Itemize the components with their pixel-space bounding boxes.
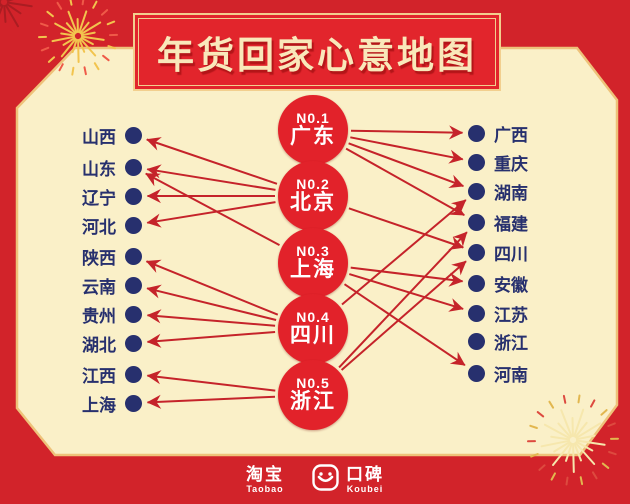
koubei-smiley-icon (312, 463, 339, 496)
province-dot (125, 158, 142, 176)
title-banner: 年货回家心意地图 (133, 13, 501, 91)
footer-bar: 淘宝 Taobao 口碑 Koubei (0, 455, 630, 504)
province-label: 河南 (494, 365, 528, 385)
province-dot (468, 213, 485, 231)
province-row-jiangxi: 江西 (30, 362, 142, 386)
province-label: 贵州 (82, 306, 116, 326)
province-label: 安徽 (494, 275, 528, 295)
province-label: 山西 (82, 127, 116, 147)
province-row-guizhou: 贵州 (30, 302, 142, 326)
province-dot (125, 365, 142, 383)
rank-hub-zhejiang: N0.5 浙江 (278, 360, 348, 430)
province-label: 湖北 (82, 335, 116, 355)
taobao-wordmark-en: Taobao (246, 483, 284, 494)
koubei-wordmark-en: Koubei (346, 483, 384, 494)
province-row-jiangsu: 江苏 (468, 301, 618, 325)
province-row-zhejiang: 浙江 (468, 329, 618, 353)
province-dot (468, 153, 485, 171)
koubei-wordmark: 口碑 (346, 464, 384, 484)
hub-rank: N0.2 (296, 176, 330, 193)
province-label: 江西 (82, 366, 116, 386)
province-dot (125, 394, 142, 412)
koubei-wordmark-block: 口碑 Koubei (346, 466, 384, 494)
province-dot (125, 126, 142, 144)
rank-hub-beijing: N0.2 北京 (278, 161, 348, 231)
province-row-fujian: 福建 (468, 210, 618, 234)
province-label: 河北 (82, 217, 116, 237)
province-label: 陕西 (82, 248, 116, 268)
province-row-hunan: 湖南 (468, 179, 618, 203)
province-label: 上海 (82, 395, 116, 415)
taobao-wordmark: 淘宝 (246, 464, 284, 484)
province-row-yunnan: 云南 (30, 273, 142, 297)
province-dot (468, 124, 485, 142)
province-label: 浙江 (494, 333, 528, 353)
province-row-liaoning: 辽宁 (30, 184, 142, 208)
province-row-shaanxi: 陕西 (30, 244, 142, 268)
province-dot (468, 364, 485, 382)
province-label: 山东 (82, 159, 116, 179)
province-row-hubei: 湖北 (30, 331, 142, 355)
province-label: 四川 (494, 244, 528, 264)
hub-rank: N0.4 (296, 309, 330, 326)
province-dot (125, 187, 142, 205)
province-row-hebei: 河北 (30, 213, 142, 237)
hub-name: 浙江 (290, 390, 336, 414)
province-dot (125, 247, 142, 265)
province-row-shanxi: 山西 (30, 123, 142, 147)
hub-rank: N0.1 (296, 110, 330, 127)
hub-name: 广东 (290, 125, 336, 149)
province-label: 福建 (494, 214, 528, 234)
province-label: 江苏 (494, 305, 528, 325)
province-row-chongqing: 重庆 (468, 150, 618, 174)
hub-name: 北京 (290, 191, 336, 215)
province-row-anhui: 安徽 (468, 271, 618, 295)
province-label: 辽宁 (82, 188, 116, 208)
province-dot (125, 305, 142, 323)
koubei-logo: 口碑 Koubei (312, 463, 384, 496)
province-row-guangxi: 广西 (468, 121, 618, 145)
province-dot (125, 276, 142, 294)
province-dot (468, 182, 485, 200)
rank-hub-sichuan: N0.4 四川 (278, 294, 348, 364)
province-dot (468, 274, 485, 292)
province-dot (125, 216, 142, 234)
province-row-shanghai: 上海 (30, 391, 142, 415)
page-title: 年货回家心意地图 (157, 35, 477, 76)
rank-hub-shanghai: N0.3 上海 (278, 228, 348, 298)
hub-rank: N0.3 (296, 243, 330, 260)
rank-hub-guangdong: N0.1 广东 (278, 95, 348, 165)
province-label: 广西 (494, 125, 528, 145)
province-dot (468, 304, 485, 322)
province-label: 湖南 (494, 183, 528, 203)
hub-rank: N0.5 (296, 375, 330, 392)
hub-name: 上海 (290, 258, 336, 282)
province-dot (468, 243, 485, 261)
taobao-logo: 淘宝 Taobao (246, 466, 284, 494)
province-label: 云南 (82, 277, 116, 297)
province-dot (468, 332, 485, 350)
province-dot (125, 334, 142, 352)
province-label: 重庆 (494, 154, 528, 174)
province-row-henan: 河南 (468, 361, 618, 385)
province-row-shandong: 山东 (30, 155, 142, 179)
province-row-sichuan: 四川 (468, 240, 618, 264)
hub-name: 四川 (290, 324, 336, 348)
